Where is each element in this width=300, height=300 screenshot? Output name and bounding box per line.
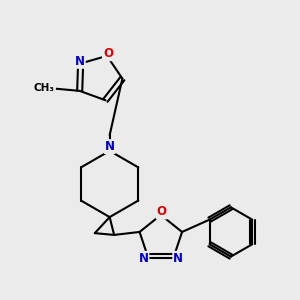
- Text: CH₃: CH₃: [34, 83, 55, 93]
- Text: O: O: [157, 206, 167, 218]
- Text: N: N: [75, 55, 85, 68]
- Text: O: O: [103, 47, 113, 60]
- Text: N: N: [105, 140, 115, 153]
- Text: N: N: [138, 252, 148, 265]
- Text: N: N: [173, 252, 183, 265]
